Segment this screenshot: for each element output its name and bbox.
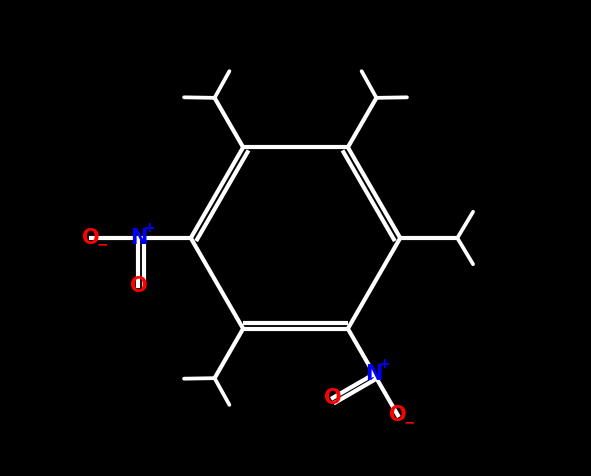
Text: +: + [379,357,390,370]
Text: −: − [404,415,415,429]
Text: O: O [129,276,147,296]
Text: N: N [365,364,383,384]
Text: −: − [96,238,108,252]
Text: O: O [82,228,100,248]
Text: N: N [130,228,147,248]
Text: O: O [389,405,407,425]
Text: +: + [143,220,155,235]
Text: O: O [324,388,342,408]
